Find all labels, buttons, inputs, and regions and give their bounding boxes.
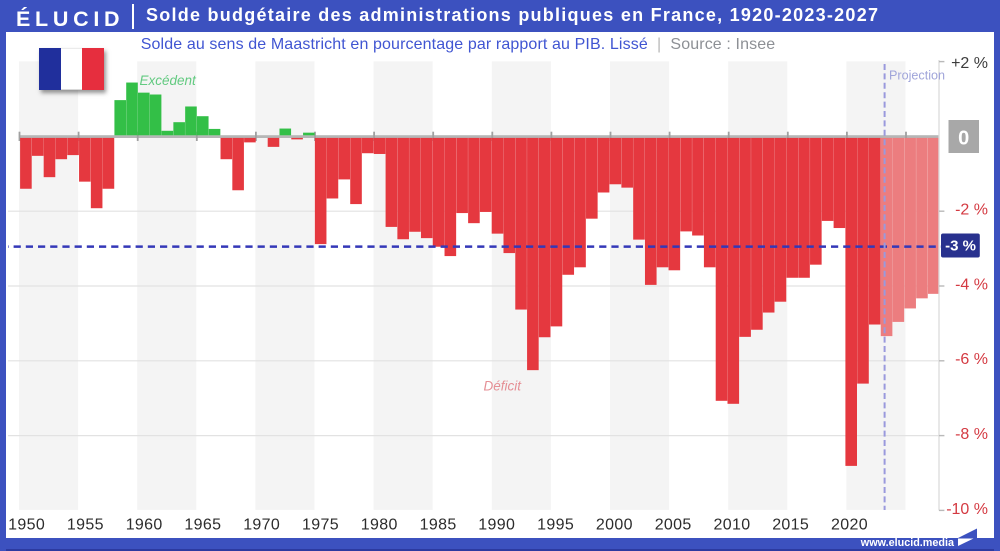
svg-text:2020: 2020 xyxy=(831,517,868,534)
svg-text:+2 %: +2 % xyxy=(951,55,988,72)
svg-text:-4 %: -4 % xyxy=(955,276,988,293)
svg-text:Excédent: Excédent xyxy=(140,73,198,88)
svg-text:0: 0 xyxy=(958,127,969,149)
svg-text:1960: 1960 xyxy=(126,517,163,534)
svg-text:2010: 2010 xyxy=(714,517,751,534)
svg-text:2000: 2000 xyxy=(596,517,633,534)
svg-text:1995: 1995 xyxy=(537,517,574,534)
svg-text:-3 %: -3 % xyxy=(945,238,976,255)
svg-text:-8 %: -8 % xyxy=(955,426,988,443)
svg-text:1955: 1955 xyxy=(67,517,104,534)
svg-text:2015: 2015 xyxy=(772,517,809,534)
svg-text:1980: 1980 xyxy=(361,517,398,534)
svg-text:2005: 2005 xyxy=(655,517,692,534)
svg-text:1970: 1970 xyxy=(243,517,280,534)
svg-text:-2 %: -2 % xyxy=(955,202,988,219)
svg-text:Déficit: Déficit xyxy=(484,379,523,394)
svg-text:1965: 1965 xyxy=(184,517,221,534)
svg-text:1975: 1975 xyxy=(302,517,339,534)
svg-text:1950: 1950 xyxy=(8,517,45,534)
svg-text:Projection: Projection xyxy=(889,68,945,82)
svg-text:1985: 1985 xyxy=(420,517,457,534)
svg-text:1990: 1990 xyxy=(478,517,515,534)
svg-text:-10 %: -10 % xyxy=(946,501,988,518)
svg-text:-6 %: -6 % xyxy=(955,351,988,368)
